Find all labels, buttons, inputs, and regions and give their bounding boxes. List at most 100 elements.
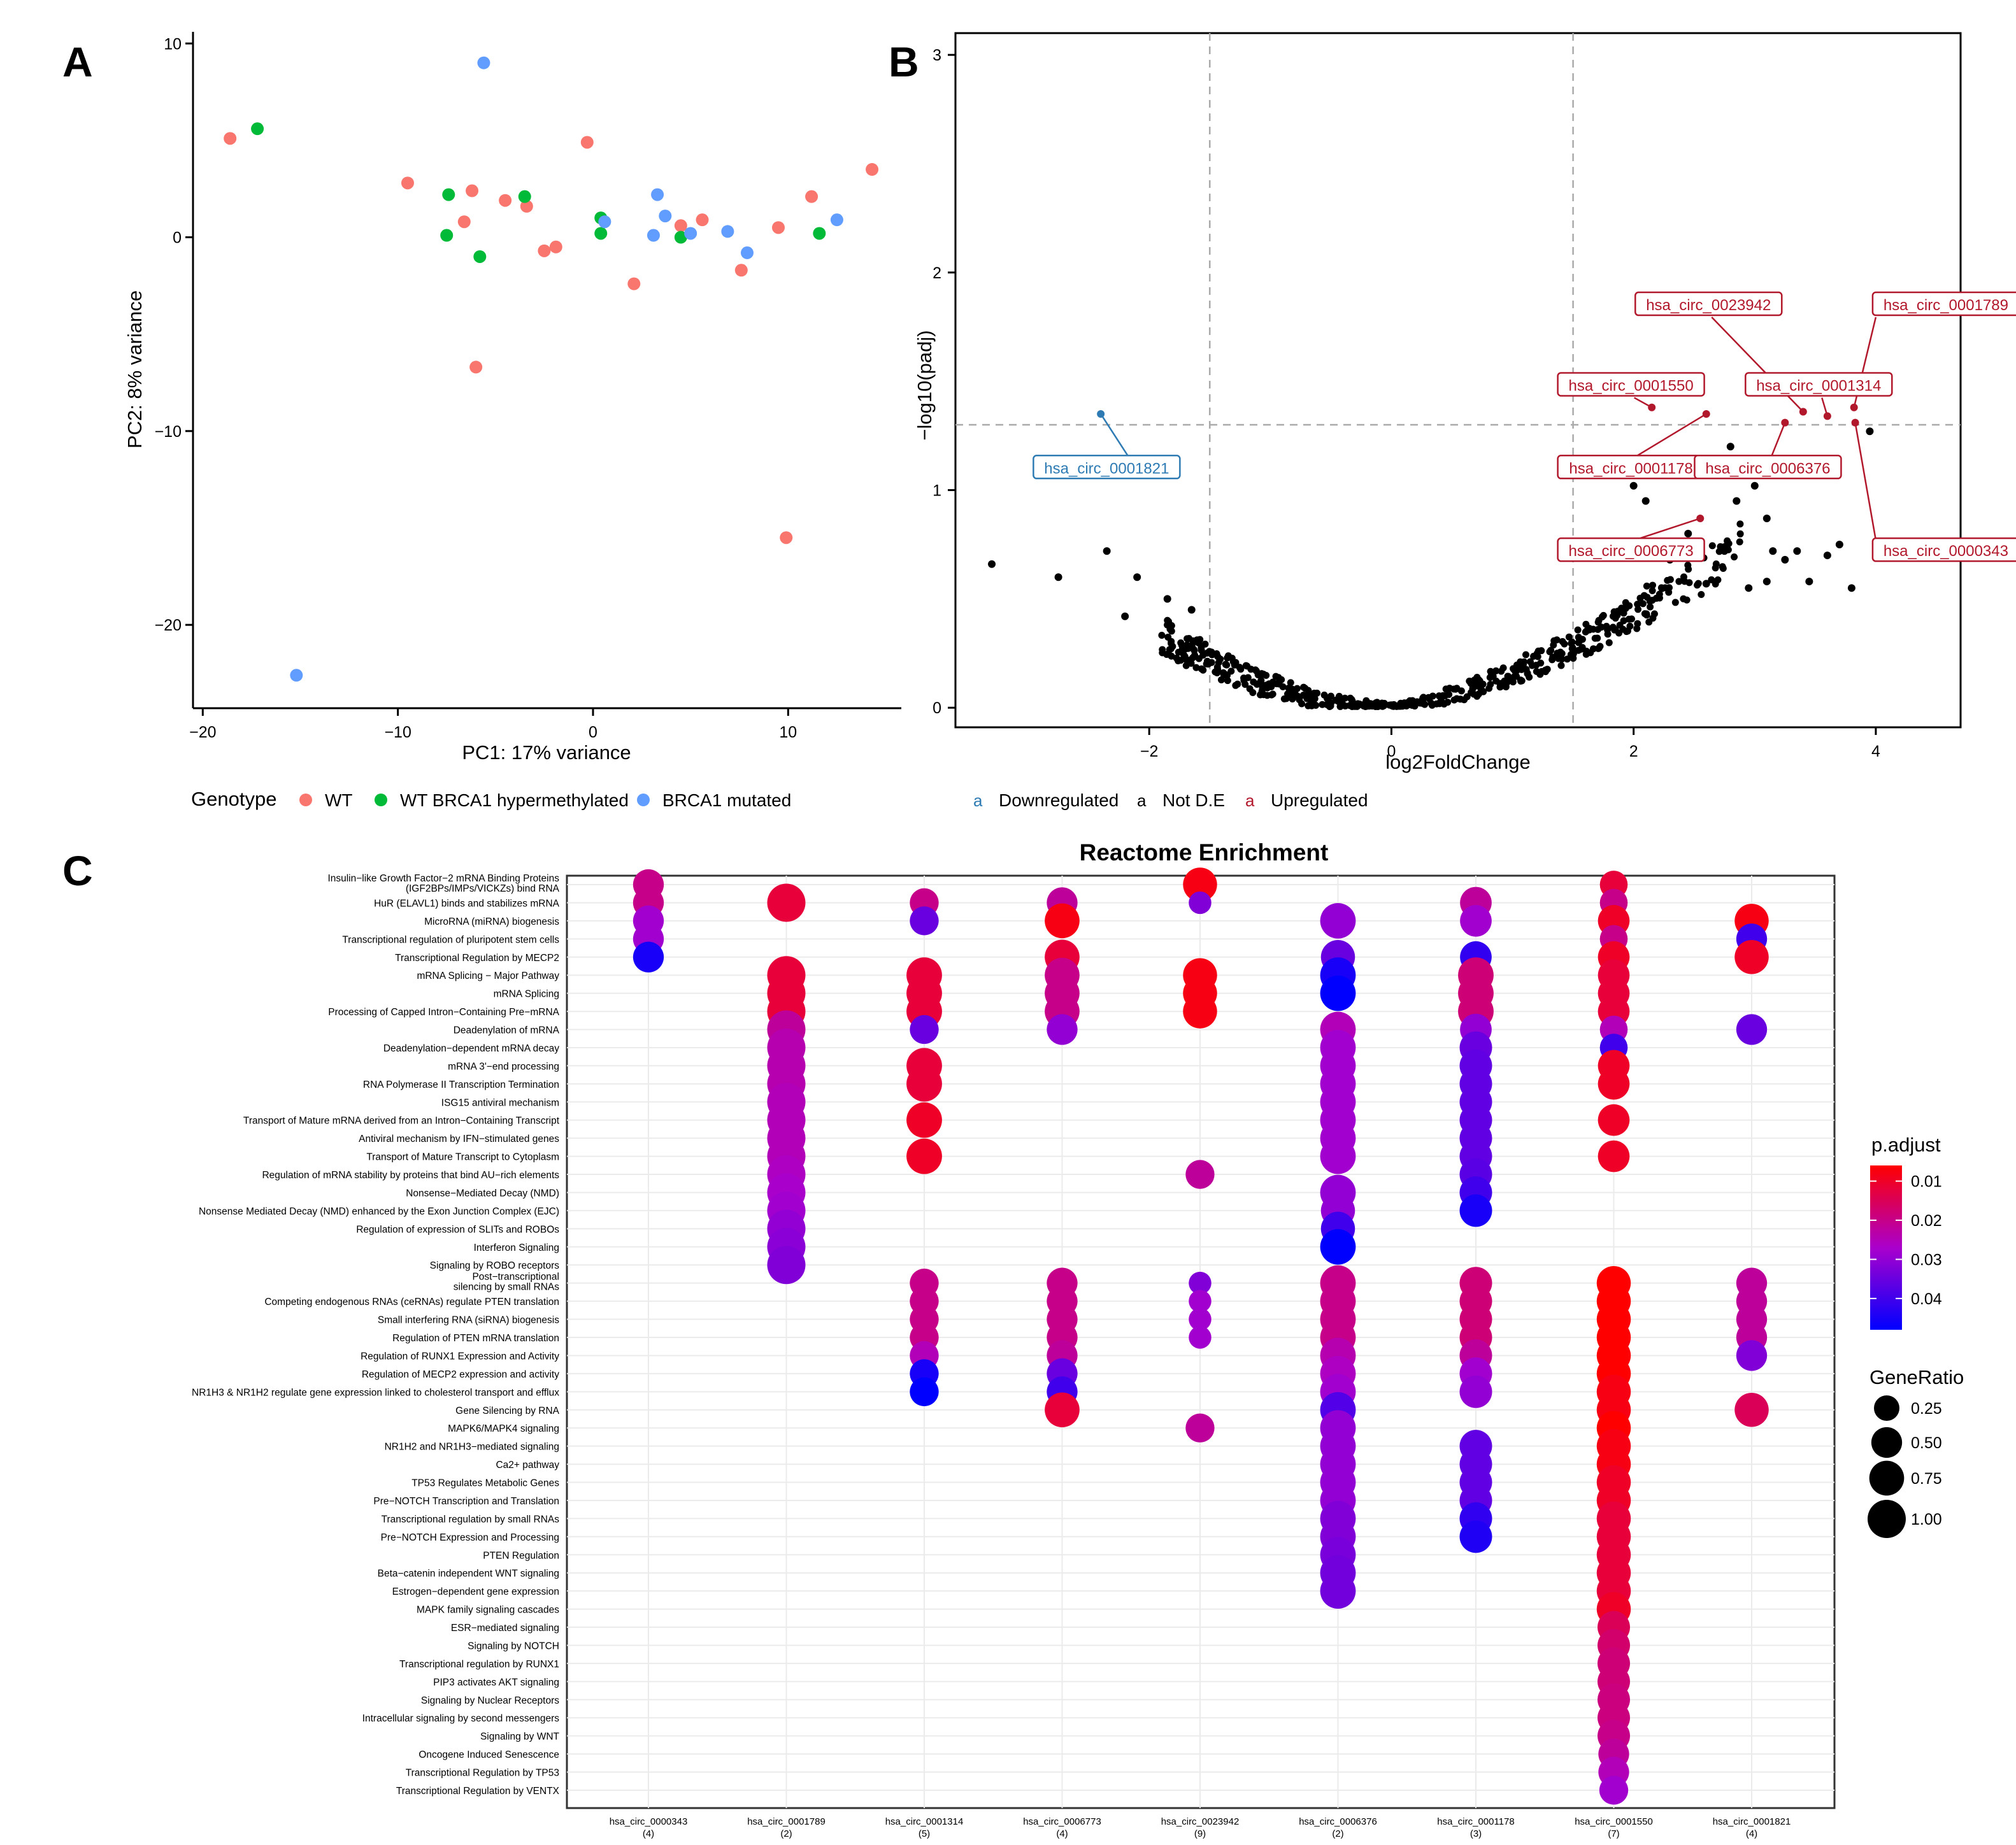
pathway-label: Transcriptional regulation by RUNX1 [399, 1659, 559, 1670]
colorbar-tick-label: 0.02 [1911, 1212, 1942, 1230]
pathway-label: Regulation of expression of SLITs and RO… [356, 1224, 559, 1235]
circrna-column-label: hsa_circ_0000343 [610, 1816, 688, 1827]
panel-a-points [224, 56, 879, 682]
pathway-label: NR1H3 & NR1H2 regulate gene expression l… [192, 1387, 559, 1398]
volcano-point [1685, 579, 1693, 587]
pathway-label: Transcriptional Regulation by TP53 [406, 1768, 559, 1779]
pca-point-brca1_mut [651, 188, 664, 201]
panel-b-legend: a Downregulated a Not D.E a Upregulated [973, 790, 1368, 810]
volcano-point [1598, 623, 1605, 631]
volcano-point [1223, 661, 1231, 669]
circrna-gene-count: (4) [643, 1828, 654, 1839]
volcano-point [1399, 702, 1406, 709]
volcano-point [1575, 646, 1582, 654]
enrichment-dot [1185, 1160, 1215, 1189]
x-tick-label: 4 [1871, 743, 1880, 760]
pca-point-wt [401, 176, 414, 190]
volcano-point [1702, 580, 1710, 588]
enrichment-dot [1598, 1068, 1630, 1100]
label-leader-line [1100, 413, 1130, 458]
pathway-label: MAPK6/MAPK4 signaling [448, 1423, 559, 1434]
volcano-point [1179, 645, 1187, 652]
volcano-point [1287, 679, 1294, 687]
enrichment-dot [1189, 1290, 1212, 1313]
pathway-label: Signaling by NOTCH [468, 1641, 559, 1651]
enrichment-dot [1598, 1104, 1630, 1136]
volcano-point [1698, 591, 1705, 599]
volcano-point [1442, 685, 1450, 693]
panel-a-xlabel: PC1: 17% variance [462, 741, 631, 764]
legend-dot-wt_hyper [375, 794, 387, 806]
volcano-point [1866, 427, 1874, 436]
pathway-label: PIP3 activates AKT signaling [433, 1677, 559, 1688]
point-label-text: hsa_circ_0001821 [1044, 460, 1169, 477]
pathway-label: MicroRNA (miRNA) biogenesis [424, 916, 559, 927]
pca-point-wt [866, 163, 879, 176]
volcano-point [1284, 690, 1292, 698]
point-label-box [1871, 291, 2016, 317]
labelled-point-up [1823, 412, 1831, 420]
x-tick-label: 0 [589, 723, 597, 741]
y-tick-label: 0 [173, 229, 182, 247]
volcano-point [1121, 612, 1129, 620]
volcano-point [1222, 671, 1230, 679]
panel-a-legend: Genotype WT WT BRCA1 hypermethylated BRCA1… [191, 788, 791, 810]
pca-point-brca1_mut [659, 210, 672, 223]
pathway-label: Transcriptional Regulation by MECP2 [395, 953, 559, 964]
volcano-point [1168, 627, 1175, 635]
enrichment-dot [1047, 1014, 1078, 1045]
pathway-label: Nonsense−Mediated Decay (NMD) [406, 1188, 559, 1199]
pca-point-wt_hyper [442, 188, 455, 201]
volcano-point [1213, 669, 1221, 676]
pathway-label: mRNA Splicing [494, 989, 559, 1000]
volcano-point [1585, 625, 1593, 632]
enrichment-dot [1320, 1138, 1356, 1174]
volcano-point [1726, 443, 1734, 451]
volcano-point [988, 560, 996, 568]
pathway-label: NR1H2 and NR1H3−mediated signaling [385, 1442, 559, 1453]
volcano-point [1203, 657, 1211, 665]
volcano-point [1750, 481, 1759, 490]
pca-point-wt_hyper [594, 227, 608, 240]
volcano-point [1823, 552, 1831, 560]
pathway-label: Competing endogenous RNAs (ceRNAs) regul… [264, 1297, 559, 1307]
panel-a-ticks: −20 −10 0 10 10 0 −10 −20 [155, 35, 797, 741]
pca-point-brca1_mut [740, 246, 754, 259]
volcano-point [1538, 667, 1546, 675]
pathway-label: Transcriptional Regulation by VENTX [396, 1786, 560, 1797]
pca-point-wt [520, 199, 533, 213]
pca-point-brca1_mut [721, 225, 734, 238]
pca-point-wt [772, 221, 785, 234]
pathway-label: mRNA Splicing − Major Pathway [417, 971, 559, 981]
padjust-legend-title: p.adjust [1871, 1134, 1941, 1156]
labelled-point-down [1097, 410, 1105, 418]
volcano-point [1498, 667, 1505, 675]
legend-glyph-up: a [1245, 791, 1255, 810]
enrichment-dot [1189, 891, 1212, 915]
colorbar-tick-label: 0.01 [1911, 1173, 1942, 1191]
volcano-point [1177, 639, 1185, 646]
volcano-point [1240, 674, 1248, 682]
enrichment-dot [767, 883, 806, 922]
enrichment-dot [1189, 1271, 1212, 1295]
volcano-point [1646, 597, 1654, 605]
volcano-point [1625, 615, 1633, 623]
volcano-point [1793, 547, 1801, 555]
volcano-point [1258, 687, 1266, 695]
enrichment-dot [1736, 1014, 1768, 1045]
pathway-label: Deadenylation−dependent mRNA decay [383, 1043, 559, 1054]
labelled-point-up [1648, 403, 1656, 411]
label-leader-line [1711, 317, 1804, 413]
pathway-label: Pre−NOTCH Transcription and Translation [373, 1496, 559, 1507]
point-label-text: hsa_circ_0001789 [1884, 297, 2008, 314]
point-label-box [1557, 537, 1705, 562]
enrichment-dot [1320, 975, 1356, 1011]
volcano-point [1241, 681, 1249, 688]
circrna-gene-count: (4) [1056, 1828, 1068, 1839]
volcano-point [1259, 681, 1266, 688]
enrichment-dot [910, 1377, 939, 1406]
pathway-label: Transcriptional regulation of pluripoten… [342, 934, 559, 945]
pca-point-wt [780, 531, 793, 545]
volcano-point [1196, 636, 1204, 643]
pca-point-brca1_mut [647, 229, 660, 242]
